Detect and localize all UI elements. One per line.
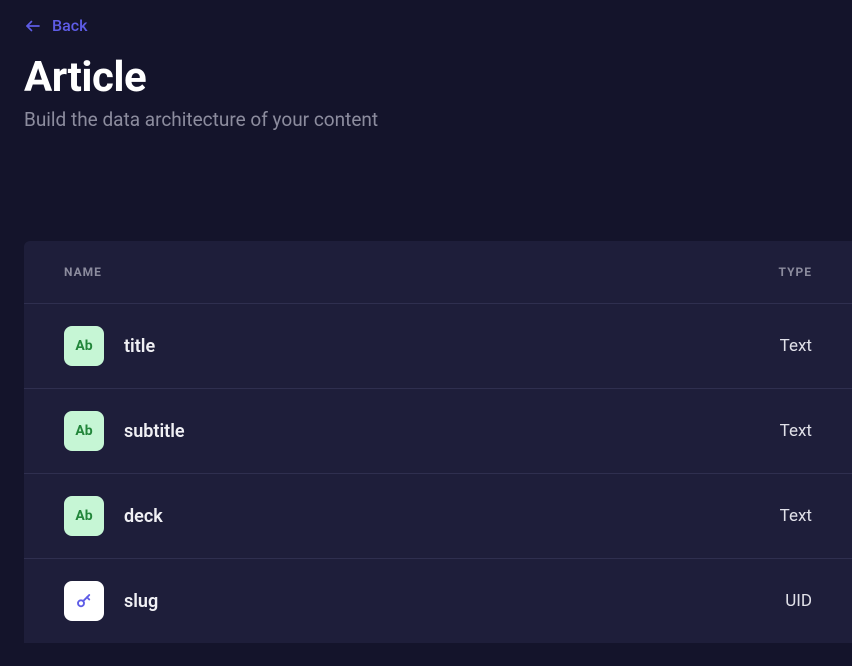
field-type: Text — [732, 336, 812, 356]
back-label: Back — [52, 16, 87, 35]
field-type: UID — [732, 591, 812, 611]
row-cell-name: Ab subtitle — [64, 411, 732, 451]
page-title: Article — [24, 53, 828, 102]
row-cell-name: Ab deck — [64, 496, 732, 536]
row-cell-name: slug — [64, 581, 732, 621]
uid-field-icon — [64, 581, 104, 621]
table-row[interactable]: Ab subtitle Text — [24, 388, 852, 473]
arrow-left-icon — [24, 17, 42, 35]
field-name: slug — [124, 591, 158, 612]
text-field-icon: Ab — [64, 326, 104, 366]
fields-table: NAME TYPE Ab title Text Ab subtitle Text… — [24, 241, 852, 643]
field-type: Text — [732, 506, 812, 526]
text-field-icon: Ab — [64, 411, 104, 451]
column-header-name: NAME — [64, 265, 732, 279]
row-cell-name: Ab title — [64, 326, 732, 366]
column-header-type: TYPE — [732, 265, 812, 279]
field-name: title — [124, 336, 155, 357]
back-button[interactable]: Back — [24, 12, 87, 39]
table-row[interactable]: slug UID — [24, 558, 852, 643]
table-header-row: NAME TYPE — [24, 241, 852, 303]
table-row[interactable]: Ab deck Text — [24, 473, 852, 558]
field-name: subtitle — [124, 421, 185, 442]
field-name: deck — [124, 506, 163, 527]
field-type: Text — [732, 421, 812, 441]
table-row[interactable]: Ab title Text — [24, 303, 852, 388]
text-field-icon: Ab — [64, 496, 104, 536]
page-subtitle: Build the data architecture of your cont… — [24, 108, 828, 131]
page-header: Back Article Build the data architecture… — [0, 0, 852, 131]
